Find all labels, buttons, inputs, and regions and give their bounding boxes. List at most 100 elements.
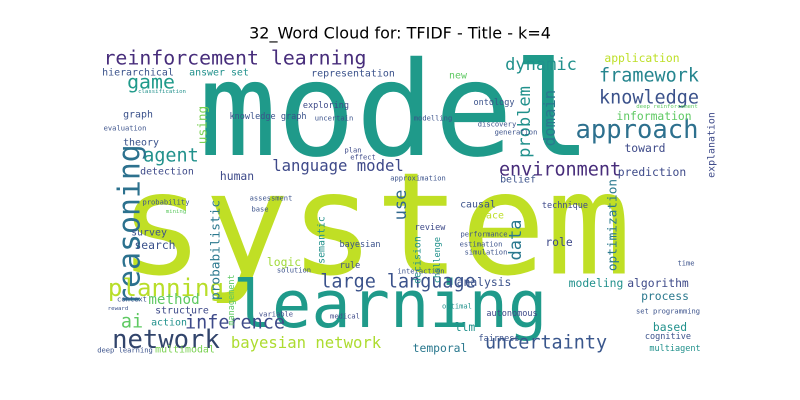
word: process	[641, 289, 689, 303]
word: semantic	[317, 216, 328, 264]
word: assessment	[250, 194, 293, 203]
word: modeling	[569, 276, 624, 290]
word: classification	[138, 89, 186, 95]
word: language model	[272, 157, 404, 175]
word: challenge	[433, 237, 443, 283]
word: uncertainty	[485, 333, 607, 354]
word: knowledge	[599, 88, 699, 109]
word: framework	[599, 66, 699, 87]
word: learning	[233, 267, 548, 343]
word: problem	[515, 86, 535, 158]
cloud-area	[100, 45, 700, 357]
word: multiagent	[649, 344, 700, 354]
word: plan	[344, 146, 361, 155]
word: reasoning	[113, 144, 148, 306]
word: optimal	[442, 302, 472, 311]
word: based	[653, 320, 687, 334]
word: planning	[108, 274, 224, 302]
word: time	[677, 259, 694, 268]
word: approach	[575, 115, 698, 145]
word: interaction	[398, 267, 445, 276]
word: effect	[350, 153, 376, 162]
word: probabilistic	[209, 200, 224, 300]
word: graph	[123, 110, 153, 121]
word: decision	[413, 236, 424, 284]
word: answer set	[189, 68, 249, 79]
word: cognitive	[645, 332, 691, 342]
word: action	[151, 318, 187, 329]
word: network	[112, 325, 220, 355]
word: bayesian	[339, 240, 380, 250]
word: detection	[140, 167, 194, 178]
word: context	[117, 295, 147, 304]
word: autonomous	[486, 309, 537, 319]
word: variable	[259, 310, 293, 319]
word: generation	[495, 128, 538, 137]
word: algorithm	[627, 276, 689, 290]
word: explanation	[707, 112, 718, 178]
word: inference	[185, 313, 285, 334]
word: new	[449, 71, 467, 82]
word: mining	[166, 209, 187, 215]
word: human	[220, 169, 254, 183]
word: medical	[330, 312, 360, 321]
word: knowledge graph	[230, 112, 307, 122]
word: multimodal	[155, 345, 215, 356]
word: ai	[121, 312, 143, 333]
word: belief	[500, 175, 536, 186]
word: optimization	[606, 179, 621, 271]
word: performance	[461, 230, 508, 239]
word: bayesian network	[231, 334, 382, 352]
word: rule	[340, 261, 361, 271]
word: modelling	[414, 114, 452, 123]
word: evaluation	[104, 124, 147, 133]
word: logic	[267, 255, 301, 269]
word: exploring	[303, 101, 349, 111]
word: theory	[123, 138, 159, 149]
word: game	[127, 71, 175, 94]
word: review	[415, 223, 447, 233]
word: large language	[320, 272, 475, 293]
word: temporal	[413, 341, 468, 355]
word: discovery	[478, 120, 516, 129]
word: structure	[155, 306, 209, 317]
word: approximation	[390, 174, 446, 183]
word: deep reinforcement	[636, 104, 697, 110]
word: data	[506, 219, 526, 260]
chart-title: 32_Word Cloud for: TFIDF - Title - k=4	[249, 24, 551, 44]
word: estimation	[460, 240, 503, 249]
word: probability	[143, 198, 190, 207]
word: method	[148, 292, 199, 308]
word: uncertain	[315, 114, 353, 123]
word: survey	[131, 228, 167, 239]
word: model	[198, 34, 591, 186]
word: using	[196, 106, 211, 144]
word: prediction	[618, 165, 686, 179]
word: reward	[108, 306, 129, 312]
word: agent	[143, 146, 199, 167]
word: domain	[541, 90, 559, 146]
word: deep learning	[97, 346, 153, 355]
word: ontology	[473, 98, 514, 108]
word: application	[604, 51, 679, 65]
word: role	[545, 235, 573, 249]
word: analysis	[457, 275, 512, 289]
word: reinforcement learning	[103, 47, 366, 70]
word: dynamic	[505, 55, 577, 75]
word: causal	[460, 200, 496, 211]
word: toward	[624, 141, 665, 155]
word: fairness	[478, 334, 519, 344]
word: set programming	[636, 307, 700, 316]
word: hierarchical	[102, 68, 174, 79]
word: simulation	[465, 248, 508, 257]
word: system	[119, 143, 632, 308]
word: technique	[542, 201, 588, 211]
word: llm	[455, 320, 476, 334]
word: use	[391, 190, 411, 221]
word: environment	[499, 160, 621, 181]
word: base	[251, 205, 268, 214]
word: search	[134, 238, 175, 252]
